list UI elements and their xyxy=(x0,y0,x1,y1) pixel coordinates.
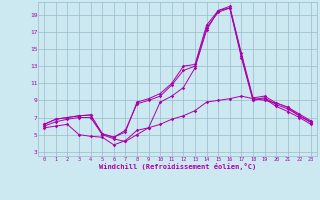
X-axis label: Windchill (Refroidissement éolien,°C): Windchill (Refroidissement éolien,°C) xyxy=(99,163,256,170)
